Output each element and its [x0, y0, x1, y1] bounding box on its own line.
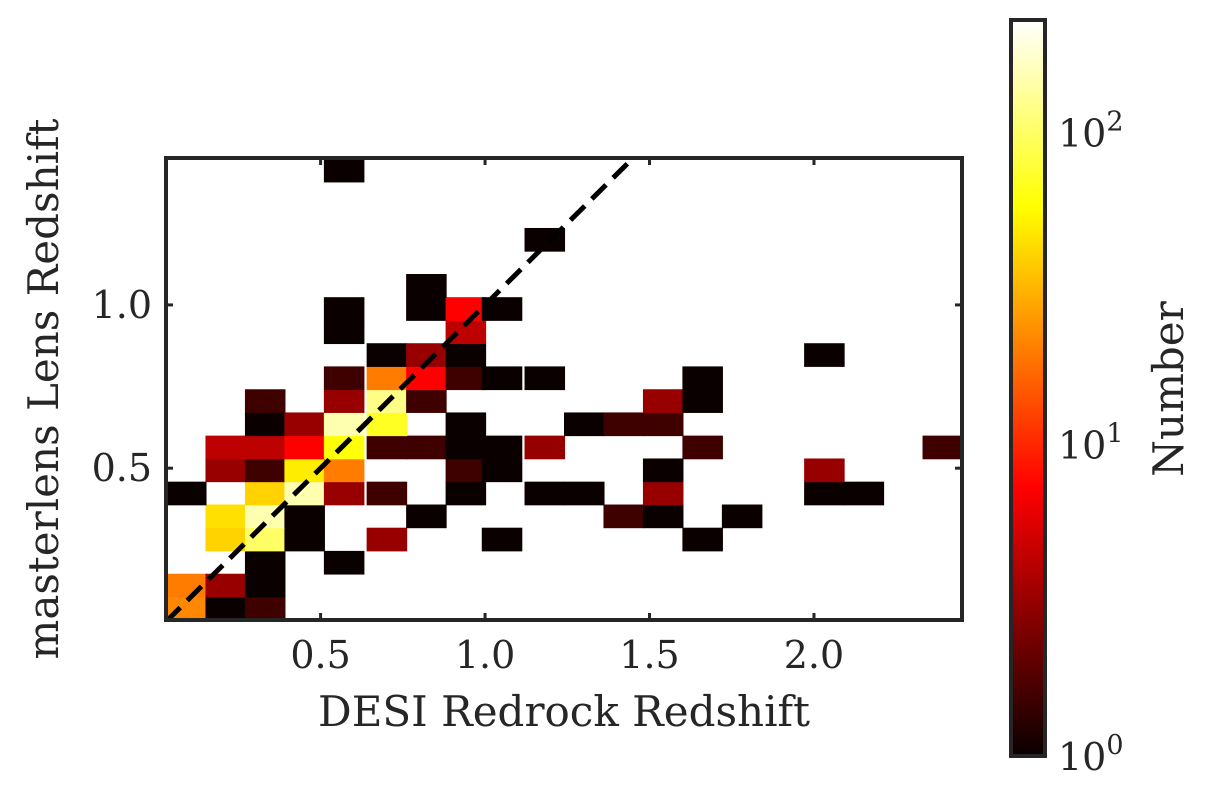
heatmap-cell: [482, 458, 523, 482]
colorbar-ticks: 100 101 102: [1058, 107, 1124, 779]
heatmap-cell: [525, 482, 566, 506]
heatmap-cell: [245, 436, 286, 460]
heatmap-cell: [284, 436, 325, 460]
colorbar-tick-label: 101: [1058, 418, 1124, 467]
heatmap-cell: [367, 412, 408, 436]
y-tick-label: 0.5: [92, 446, 152, 490]
heatmap-cell: [324, 389, 365, 413]
x-tick-label: 0.5: [290, 633, 350, 677]
heatmap-cell: [603, 412, 644, 436]
heatmap-cell: [324, 482, 365, 506]
heatmap-cell: [804, 482, 845, 506]
y-tick-label: 1.0: [92, 283, 152, 327]
heatmap-cell: [324, 297, 365, 321]
heatmap-cell: [324, 412, 365, 436]
heatmap-cell: [482, 366, 523, 390]
heatmap-cell: [446, 343, 487, 367]
heatmap-cell: [324, 320, 365, 344]
heatmap-cell: [245, 458, 286, 482]
heatmap-cell: [245, 482, 286, 506]
heatmap-cell: [324, 366, 365, 390]
heatmap-cell: [682, 366, 723, 390]
heatmap-cell: [482, 528, 523, 552]
heatmap-cell: [643, 505, 684, 529]
heatmap-cell: [643, 389, 684, 413]
colorbar-tick-label: 100: [1058, 730, 1124, 779]
colorbar: [1011, 20, 1045, 756]
heatmap-cell: [367, 528, 408, 552]
heatmap-cell: [682, 528, 723, 552]
x-axis-label: DESI Redrock Redshift: [318, 687, 810, 736]
heatmap-cell: [804, 343, 845, 367]
heatmap-cell: [406, 436, 447, 460]
heatmap-cell: [844, 482, 885, 506]
heatmap-cell: [446, 297, 487, 321]
heatmap-cell: [406, 274, 447, 298]
colorbar-label: Number: [1144, 300, 1193, 476]
heatmap-cell: [324, 551, 365, 575]
heatmap-cell: [446, 458, 487, 482]
heatmap-cell: [284, 505, 325, 529]
heatmap-cell: [205, 505, 246, 529]
heatmap-cell: [682, 389, 723, 413]
heatmap-cell: [205, 458, 246, 482]
heatmap-cell: [643, 482, 684, 506]
x-tick-label: 1.0: [455, 633, 515, 677]
heatmap-cell: [446, 482, 487, 506]
heatmap-cell: [205, 597, 246, 621]
heatmap-cell: [367, 343, 408, 367]
heatmap-cell: [245, 574, 286, 598]
heatmap-cell: [525, 436, 566, 460]
heatmap-cell: [245, 528, 286, 552]
heatmap-cell: [603, 505, 644, 529]
heatmap-cell: [245, 597, 286, 621]
heatmap-cell: [166, 482, 207, 506]
heatmap-cell: [406, 297, 447, 321]
heatmap-cell: [245, 551, 286, 575]
heatmap-cell: [406, 389, 447, 413]
heatmap-cell: [324, 159, 365, 183]
heatmap-cell: [245, 389, 286, 413]
y-axis-label: masterlens Lens Redshift: [19, 118, 68, 659]
heatmap-cell: [682, 436, 723, 460]
heatmap-cell: [446, 436, 487, 460]
heatmap-cell: [564, 412, 605, 436]
heatmap-cell: [205, 436, 246, 460]
heatmap-cell: [564, 482, 605, 506]
heatmap-cell: [525, 366, 566, 390]
colorbar-tick-label: 102: [1058, 107, 1124, 156]
heatmap-cell: [284, 528, 325, 552]
heatmap-cell: [804, 458, 845, 482]
heatmap-cell: [367, 436, 408, 460]
x-tick-label: 1.5: [619, 633, 679, 677]
heatmap-cell: [446, 366, 487, 390]
heatmap-cell: [643, 412, 684, 436]
heatmap-cell: [643, 458, 684, 482]
x-tick-label: 2.0: [784, 633, 844, 677]
heatmap-cell: [722, 505, 763, 529]
heatmap-cell: [923, 436, 964, 460]
heatmap-cell: [284, 412, 325, 436]
heatmap-cell: [406, 505, 447, 529]
heatmap-cell: [446, 412, 487, 436]
heatmap-cell: [367, 482, 408, 506]
heatmap-cell: [245, 412, 286, 436]
heatmap-cell: [482, 436, 523, 460]
